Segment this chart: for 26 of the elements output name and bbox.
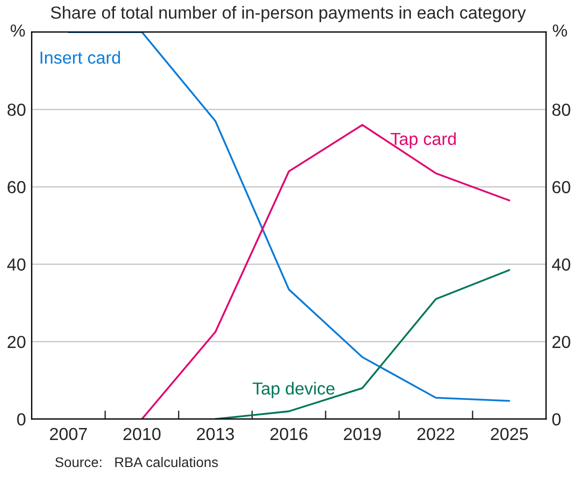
y2-axis-title: % [552,24,568,37]
line-series [140,124,510,420]
x-tick-label: 2016 [270,428,308,440]
series-label: Tap card [390,132,456,148]
y-tick-label: 40 [7,258,26,271]
y-tick-label: 60 [8,181,26,194]
x-tick-label: 2019 [344,428,381,440]
x-tick-label: 2007 [50,428,87,440]
y-axis-title: % [10,24,25,37]
source-note: Source: RBA calculations [55,456,218,468]
y-tick-label: 20 [8,336,26,348]
y2-tick-label: 20 [552,336,570,348]
y2-tick-label: 40 [552,258,570,271]
line-series [214,269,510,420]
x-tick-label: 2022 [417,428,454,440]
y2-tick-label: 80 [552,104,570,116]
x-tick-label: 2013 [196,428,234,440]
y2-tick-label: 0 [552,413,561,426]
series-label: Insert card [40,51,120,64]
x-tick-label: 2010 [123,428,161,440]
x-tick-label: 2025 [490,428,528,440]
y-tick-label: 80 [8,104,26,116]
series-label: Tap device [252,382,334,398]
y2-tick-label: 60 [552,181,570,194]
chart-subtitle: Share of total number of in-person payments in each category [50,6,526,22]
y-tick-label: 0 [17,413,26,426]
